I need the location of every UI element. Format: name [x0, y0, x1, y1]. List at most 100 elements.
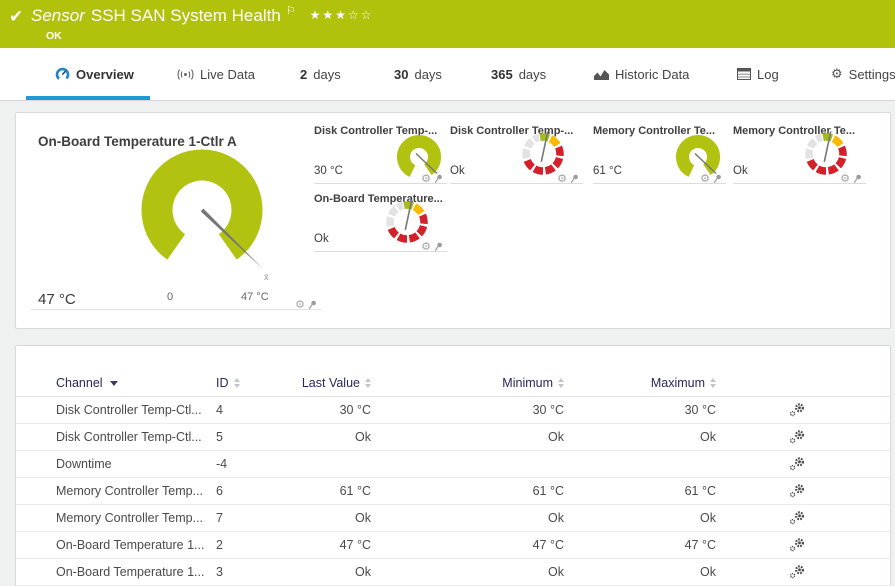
channel-settings-icon[interactable]: ⚙	[421, 172, 431, 185]
tab-live-data[interactable]: Live Data	[177, 48, 255, 100]
pin-icon[interactable]	[434, 174, 443, 184]
last-value: 61 °C	[339, 484, 371, 498]
gauge-title: Memory Controller Te...	[593, 125, 716, 137]
table-row: Downtime -4	[16, 451, 890, 478]
last-value: Ok	[355, 565, 371, 579]
table-row: On-Board Temperature 1... 2 47 °C 47 °C …	[16, 532, 890, 559]
channel-settings-icon[interactable]: ⚙	[557, 172, 567, 185]
gauge-title: Disk Controller Temp-...	[314, 125, 438, 137]
channel-settings-button[interactable]	[789, 430, 805, 444]
channel-settings-button[interactable]	[789, 403, 805, 417]
channel-settings-button[interactable]	[789, 538, 805, 552]
tab-historic-data[interactable]: Historic Data	[594, 48, 689, 100]
gauge-scale-max: 47 °C	[241, 291, 269, 303]
channel-settings-button[interactable]	[789, 484, 805, 498]
column-header-channel[interactable]: Channel	[56, 376, 216, 390]
table-row: Disk Controller Temp-Ctl... 5 Ok Ok Ok	[16, 424, 890, 451]
tab-30-days[interactable]: 30 days	[394, 66, 442, 82]
pin-icon[interactable]	[713, 174, 722, 184]
chart-icon	[594, 70, 609, 80]
sort-icon	[365, 378, 371, 388]
channel-id: 7	[216, 511, 223, 525]
channel-id: -4	[216, 457, 228, 471]
sort-icon	[710, 378, 716, 388]
pin-icon[interactable]	[434, 242, 443, 252]
tab-365-days[interactable]: 365 days	[491, 66, 547, 82]
minimum-value: Ok	[548, 430, 564, 444]
pin-icon[interactable]	[308, 300, 317, 310]
sensor-title-line: Sensor SSH SAN System Health ⚐ ★★★☆☆	[31, 4, 374, 26]
channel-name: On-Board Temperature 1...	[56, 565, 205, 579]
tab-bar: Overview Live Data 2 days 30 days 365 da…	[0, 48, 895, 101]
log-icon	[737, 68, 751, 80]
column-header-last-value[interactable]: Last Value	[302, 376, 371, 390]
radial-gauge	[397, 135, 441, 177]
table-row: On-Board Temperature 1... 3 Ok Ok Ok	[16, 559, 890, 586]
gauge-icon	[55, 67, 70, 80]
live-icon	[177, 68, 194, 80]
column-header-minimum[interactable]: Minimum	[502, 376, 564, 390]
maximum-value: 30 °C	[684, 403, 716, 417]
last-value: Ok	[355, 430, 371, 444]
channel-name: Memory Controller Temp...	[56, 511, 204, 525]
minimum-value: 30 °C	[532, 403, 564, 417]
sort-icon	[558, 378, 564, 388]
sensor-status-bar: ✔ Sensor SSH SAN System Health ⚐ ★★★☆☆ O…	[0, 0, 895, 48]
channel-settings-icon[interactable]: ⚙	[700, 172, 710, 185]
tab-settings[interactable]: ⚙ Settings	[831, 66, 895, 82]
tab-log[interactable]: Log	[737, 48, 779, 100]
channel-name: Disk Controller Temp-Ctl...	[56, 430, 202, 444]
gauge-value: 30 °C	[314, 165, 343, 177]
minimum-value: Ok	[548, 565, 564, 579]
tab-overview[interactable]: Overview	[55, 48, 134, 100]
gauge-title: On-Board Temperature 1-Ctlr A	[38, 134, 237, 149]
gauge-tile-disk-status[interactable]: Disk Controller Temp-... Ok ⚙	[450, 123, 583, 184]
channel-name: On-Board Temperature 1...	[56, 538, 205, 552]
gauge-value: 61 °C	[593, 165, 622, 177]
channel-name: Memory Controller Temp...	[56, 484, 204, 498]
channel-settings-icon[interactable]: ⚙	[840, 172, 850, 185]
gauges-panel: On-Board Temperature 1-Ctlr A x̄ 47 °C 0…	[15, 112, 891, 329]
channel-settings-button[interactable]	[789, 511, 805, 525]
gauge-tile-memory-temp[interactable]: Memory Controller Te... 61 °C ⚙	[593, 123, 726, 184]
channel-id: 5	[216, 430, 223, 444]
status-check-icon: ✔	[9, 7, 24, 27]
lookup-gauge	[522, 131, 564, 175]
gauge-value: 47 °C	[38, 291, 76, 308]
table-row: Disk Controller Temp-Ctl... 4 30 °C 30 °…	[16, 397, 890, 424]
gauge-value: Ok	[314, 233, 329, 245]
flag-icon[interactable]: ⚐	[285, 4, 296, 17]
channel-id: 4	[216, 403, 223, 417]
maximum-value: 47 °C	[684, 538, 716, 552]
pin-icon[interactable]	[853, 174, 862, 184]
gauge-tile-memory-status[interactable]: Memory Controller Te... Ok ⚙	[733, 123, 866, 184]
maximum-value: Ok	[700, 511, 716, 525]
priority-stars[interactable]: ★★★☆☆	[309, 8, 374, 22]
gauge-tile-primary[interactable]: On-Board Temperature 1-Ctlr A x̄ 47 °C 0…	[31, 122, 321, 310]
maximum-value: Ok	[700, 565, 716, 579]
maximum-value: 61 °C	[684, 484, 716, 498]
channel-settings-icon[interactable]: ⚙	[295, 298, 305, 311]
channel-settings-button[interactable]	[789, 565, 805, 579]
page-title: SSH SAN System Health	[90, 6, 281, 25]
channel-settings-icon[interactable]: ⚙	[421, 240, 431, 253]
gear-icon: ⚙	[831, 66, 843, 82]
channel-settings-button[interactable]	[789, 457, 805, 471]
channel-table-panel: Channel ID Last Value Minimum Maximum Di…	[15, 345, 891, 586]
channel-id: 2	[216, 538, 223, 552]
sensor-type-label: Sensor	[31, 6, 85, 25]
last-value: 30 °C	[339, 403, 371, 417]
radial-gauge	[676, 135, 720, 177]
minimum-value: 61 °C	[532, 484, 564, 498]
column-header-id[interactable]: ID	[216, 376, 276, 390]
column-header-maximum[interactable]: Maximum	[651, 376, 716, 390]
minimum-value: Ok	[548, 511, 564, 525]
sort-desc-icon	[109, 380, 118, 386]
gauge-tile-onboard-status[interactable]: On-Board Temperature... Ok ⚙	[314, 191, 447, 252]
tab-2-days[interactable]: 2 days	[300, 66, 341, 82]
gauge-tile-disk-temp[interactable]: Disk Controller Temp-... 30 °C ⚙	[314, 123, 447, 184]
channel-id: 3	[216, 565, 223, 579]
gauge-scale-min: 0	[167, 291, 174, 303]
status-badge: OK	[46, 30, 62, 42]
pin-icon[interactable]	[570, 174, 579, 184]
